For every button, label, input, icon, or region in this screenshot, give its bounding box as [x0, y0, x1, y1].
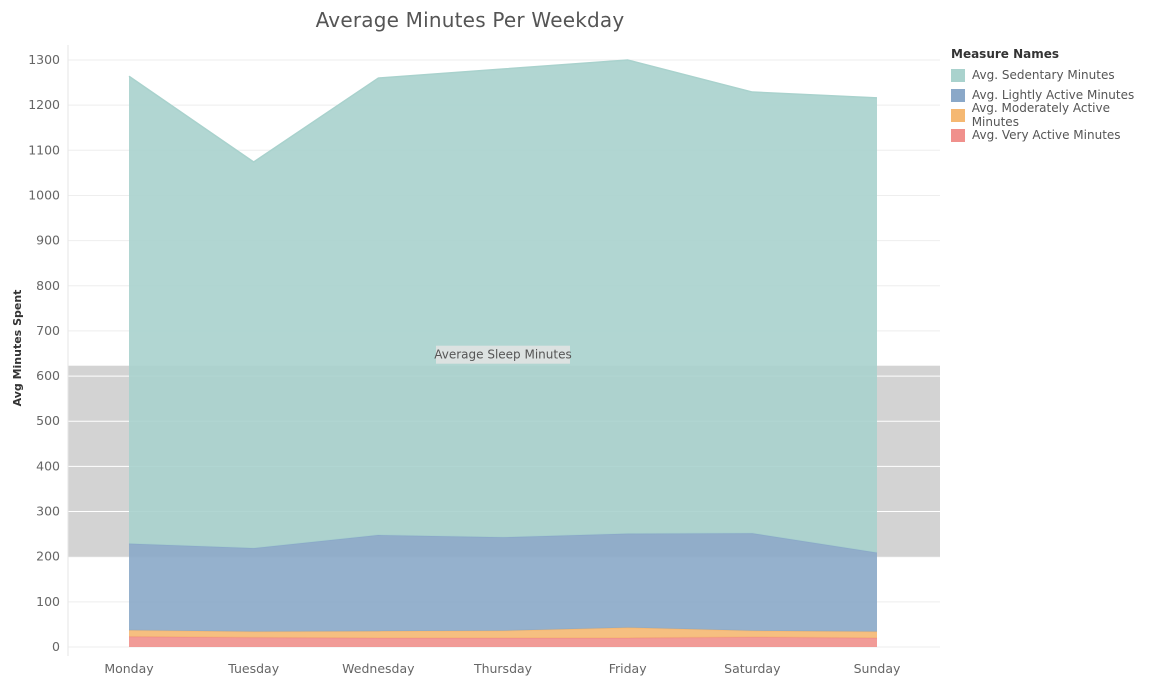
- legend-swatch: [951, 88, 965, 102]
- band-label: Average Sleep Minutes: [434, 348, 571, 362]
- y-tick-label: 700: [36, 323, 60, 338]
- x-tick-label: Monday: [104, 661, 154, 676]
- y-tick-label: 200: [36, 549, 60, 564]
- legend: Measure Names Avg. Sedentary Minutes Avg.…: [951, 47, 1157, 145]
- area-chart: Average Sleep Minutes 0 100 200 300 400 500 60…: [11, 45, 940, 676]
- x-tick-label: Friday: [609, 661, 647, 676]
- series-area: [129, 636, 877, 647]
- x-tick-label: Tuesday: [227, 661, 279, 676]
- legend-swatch: [951, 128, 965, 142]
- series-area: [129, 627, 877, 638]
- x-axis-ticks: Monday Tuesday Wednesday Thursday Friday Satu…: [104, 661, 901, 676]
- legend-item[interactable]: Avg. Moderately Active Minutes: [951, 101, 1157, 129]
- legend-item[interactable]: Avg. Lightly Active Minutes: [951, 85, 1157, 105]
- y-tick-label: 300: [36, 504, 60, 519]
- x-tick-label: Thursday: [473, 661, 533, 676]
- y-tick-label: 500: [36, 413, 60, 428]
- legend-label: Avg. Very Active Minutes: [972, 128, 1121, 142]
- legend-label: Avg. Moderately Active Minutes: [971, 101, 1110, 129]
- legend-label: Avg. Sedentary Minutes: [972, 68, 1115, 82]
- y-tick-label: 1200: [28, 97, 60, 112]
- series-areas: Average Sleep Minutes: [128, 59, 878, 647]
- y-axis-ticks: 0 100 200 300 400 500 600 700 800 900 1000 1100 1200…: [28, 52, 60, 654]
- series-area: [129, 60, 877, 553]
- y-axis-label: Avg Minutes Spent: [11, 290, 24, 407]
- y-tick-label: 100: [36, 594, 60, 609]
- y-tick-label: 800: [36, 278, 60, 293]
- y-tick-label: 1100: [28, 142, 60, 157]
- legend-item[interactable]: Avg. Very Active Minutes: [951, 125, 1157, 145]
- legend-label: Avg. Lightly Active Minutes: [972, 88, 1135, 102]
- x-tick-label: Wednesday: [342, 661, 415, 676]
- series-line: [128, 59, 878, 163]
- y-tick-label: 1000: [28, 187, 60, 202]
- y-tick-label: 600: [36, 368, 60, 383]
- x-tick-label: Saturday: [724, 661, 781, 676]
- band-label-background: [436, 345, 570, 364]
- y-tick-label: 0: [52, 639, 60, 654]
- chart-title: Average Minutes Per Weekday: [315, 8, 625, 32]
- y-tick-label: 400: [36, 458, 60, 473]
- legend-title: Measure Names: [951, 47, 1060, 61]
- y-tick-label: 900: [36, 233, 60, 248]
- legend-swatch: [951, 108, 965, 122]
- legend-swatch: [951, 68, 965, 82]
- legend-item[interactable]: Avg. Sedentary Minutes: [951, 65, 1157, 85]
- y-tick-label: 1300: [28, 52, 60, 67]
- series-area: [129, 533, 877, 632]
- x-tick-label: Sunday: [854, 661, 901, 676]
